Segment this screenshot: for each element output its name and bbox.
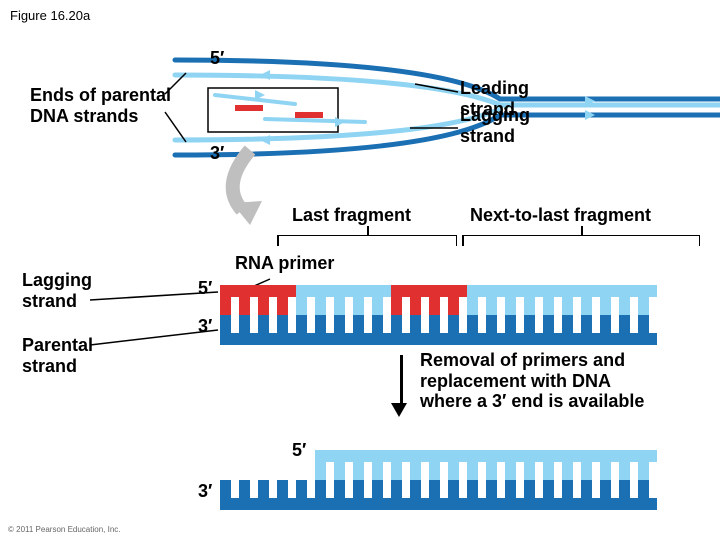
- three-prime-panel3: 3′: [198, 481, 212, 502]
- process-arrow-icon: [397, 355, 407, 417]
- bracket-last-fragment: [277, 235, 457, 245]
- next-to-last-fragment-label: Next-to-last fragment: [470, 205, 651, 226]
- panel2-top-strand: [220, 285, 657, 315]
- panel2-bottom-strand: [220, 315, 657, 345]
- panel3-top-strand: [220, 450, 657, 480]
- last-fragment-label: Last fragment: [292, 205, 411, 226]
- removal-text: Removal of primers andreplacement with D…: [420, 350, 644, 412]
- five-prime-panel2: 5′: [198, 278, 212, 299]
- fork-pointer-lines: [0, 0, 720, 200]
- copyright-text: © 2011 Pearson Education, Inc.: [8, 525, 120, 534]
- three-prime-panel2: 3′: [198, 316, 212, 337]
- panel3-bottom-strand: [220, 480, 657, 510]
- bracket-next-fragment: [462, 235, 700, 245]
- zoom-arrow: [210, 145, 330, 245]
